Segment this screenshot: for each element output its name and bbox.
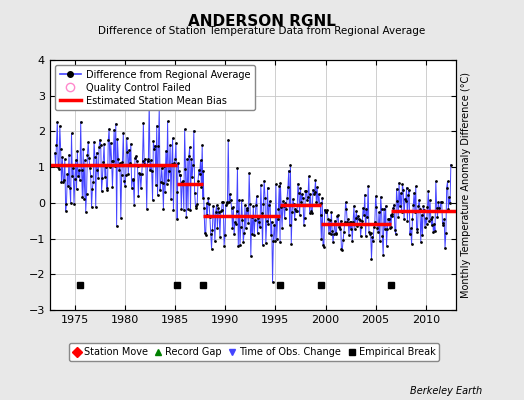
Legend: Station Move, Record Gap, Time of Obs. Change, Empirical Break: Station Move, Record Gap, Time of Obs. C… xyxy=(69,343,439,361)
Text: Difference of Station Temperature Data from Regional Average: Difference of Station Temperature Data f… xyxy=(99,26,425,36)
Legend: Difference from Regional Average, Quality Control Failed, Estimated Station Mean: Difference from Regional Average, Qualit… xyxy=(54,65,255,110)
Y-axis label: Monthly Temperature Anomaly Difference (°C): Monthly Temperature Anomaly Difference (… xyxy=(462,72,472,298)
Text: Berkeley Earth: Berkeley Earth xyxy=(410,386,482,396)
Text: ANDERSON RGNL: ANDERSON RGNL xyxy=(188,14,336,29)
